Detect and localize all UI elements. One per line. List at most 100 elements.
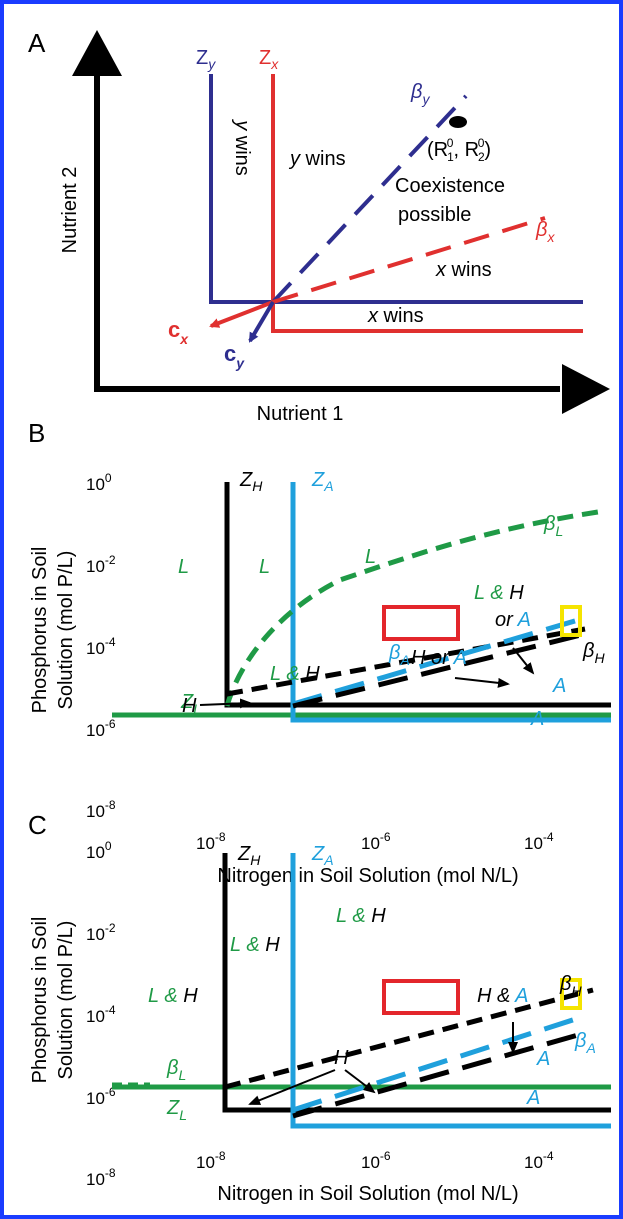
coexistence-label-line2: possible xyxy=(398,204,471,226)
panel-b-xtick-0: 10-8 xyxy=(196,830,226,853)
panel-b-y-label-line1: Phosphorus in Soil xyxy=(29,547,51,714)
panel-c-ytick-0: 100 xyxy=(86,839,112,862)
panel-b-or-a: or A xyxy=(495,609,531,631)
panel-c-beta-a-line xyxy=(292,1014,583,1113)
panel-c-y-label-line2: Solution (mol P/L) xyxy=(55,921,77,1080)
zy-label: Zy xyxy=(196,47,216,72)
panel-c-x-label: Nitrogen in Soil Solution (mol N/L) xyxy=(217,1183,518,1205)
panel-b-l-region-3: L xyxy=(365,546,376,568)
panel-c-a-region-2: A xyxy=(526,1087,540,1109)
panel-b-a-region-2: A xyxy=(530,708,544,730)
panel-c-letter: C xyxy=(28,810,47,840)
beta-h-long-dash xyxy=(292,631,586,709)
beta-y-line xyxy=(271,94,468,304)
panel-a-x-label: Nutrient 1 xyxy=(257,403,344,425)
panel-b-l-and-h-lower: L & H xyxy=(270,663,320,685)
cy-label: cy xyxy=(224,341,245,371)
panel-b-ytick-2: 10-4 xyxy=(86,635,116,658)
panel-c-xtick-0: 10-8 xyxy=(196,1149,226,1172)
y-wins-vertical-label: y wins xyxy=(231,118,253,176)
panel-b: B Phosphorus in Soil Solution (mol P/L) … xyxy=(28,418,611,887)
panel-b-l-and-h: L & H xyxy=(474,582,524,604)
panel-b-xtick-2: 10-4 xyxy=(524,830,554,853)
panel-c-y-label-line1: Phosphorus in Soil xyxy=(29,917,51,1084)
panel-c-h-and-a: H & A xyxy=(477,985,529,1007)
panel-c-beta-h-label: βH xyxy=(559,973,582,999)
panel-b-a-region-1: A xyxy=(552,675,566,697)
zx-isocline xyxy=(271,74,583,333)
panel-c-za-isocline xyxy=(290,853,611,1129)
x-wins-upper-label: x wins xyxy=(435,259,492,281)
beta-y-label: βy xyxy=(410,81,430,107)
panel-b-za-label: ZA xyxy=(311,469,334,494)
zy-isocline xyxy=(209,74,583,304)
panel-c-za-label: ZA xyxy=(311,843,334,868)
panel-b-l-region-2: L xyxy=(259,556,270,578)
panel-a-x-axis-arrowhead xyxy=(562,364,610,414)
panel-c-zh-isocline xyxy=(222,853,611,1113)
panel-c-xtick-2: 10-4 xyxy=(524,1149,554,1172)
panel-b-or-a-arrow xyxy=(512,647,535,675)
supply-point-label: (R10, R20) xyxy=(427,136,491,164)
panel-c-beta-a-label: βA xyxy=(574,1030,596,1056)
beta-h-short-dash xyxy=(226,626,586,697)
panel-b-yellow-box xyxy=(560,605,582,637)
panel-b-zh-label: ZH xyxy=(239,469,263,494)
beta-l-line xyxy=(224,509,599,707)
panel-b-ytick-4: 10-8 xyxy=(86,798,116,821)
panel-b-h-region: H xyxy=(182,695,197,717)
panel-b-ytick-1: 10-2 xyxy=(86,553,116,576)
panel-c-yellow-box xyxy=(560,978,582,1010)
panel-b-ytick-0: 100 xyxy=(86,471,112,494)
panel-c-zl-label: ZL xyxy=(166,1097,187,1123)
panel-c-beta-h-long-dash xyxy=(292,1030,586,1119)
panel-a-letter: A xyxy=(28,28,46,58)
y-wins-label: y wins xyxy=(288,148,346,170)
cy-vector xyxy=(248,300,275,343)
panel-b-y-label-line2: Solution (mol P/L) xyxy=(55,551,77,710)
panel-a-y-label: Nutrient 2 xyxy=(59,167,81,254)
panel-b-red-box xyxy=(382,605,460,641)
panel-c-xtick-1: 10-6 xyxy=(361,1149,391,1172)
panel-c-l-and-h-1: L & H xyxy=(336,905,386,927)
panel-c-h-label: H xyxy=(334,1047,349,1069)
panel-c-ytick-3: 10-6 xyxy=(86,1085,116,1108)
panel-b-h-arrow xyxy=(199,698,252,709)
panel-a-y-axis-arrowhead xyxy=(72,30,122,76)
panel-c-beta-l-label: βL xyxy=(166,1057,186,1083)
cx-vector xyxy=(209,300,274,328)
panel-b-l-region-1: L xyxy=(178,556,189,578)
coexistence-label-line1: Coexistence xyxy=(395,175,505,197)
panel-c-a-region-1: A xyxy=(536,1048,550,1070)
beta-x-label: βx xyxy=(535,219,555,245)
panel-a: A Nutrient 1 Nutrient 2 Zy Zx βy βx (R10… xyxy=(28,28,610,425)
panel-c-ytick-1: 10-2 xyxy=(86,921,116,944)
panel-b-beta-l-label: βL xyxy=(543,513,563,539)
panel-c-h-arrow-left xyxy=(248,1069,336,1105)
panel-c-zh-label: ZH xyxy=(237,843,261,868)
zx-label: Zx xyxy=(259,47,279,72)
x-wins-lower-label: x wins xyxy=(367,305,424,327)
beta-a-line xyxy=(292,615,586,707)
panel-b-beta-a-label: βA xyxy=(388,642,410,668)
panel-c-ytick-4: 10-8 xyxy=(86,1166,116,1189)
panel-b-ytick-3: 10-6 xyxy=(86,717,116,740)
za-isocline xyxy=(290,482,611,723)
panel-c-l-and-h-3: L & H xyxy=(148,985,198,1007)
panel-b-x-label: Nitrogen in Soil Solution (mol N/L) xyxy=(217,865,518,887)
panel-c-red-box xyxy=(382,979,460,1015)
panel-b-beta-h-label: βH xyxy=(582,640,605,666)
panel-c-l-and-h-2: L & H xyxy=(230,934,280,956)
panel-c: C Phosphorus in Soil Solution (mol P/L) … xyxy=(28,810,611,1205)
panel-b-letter: B xyxy=(28,418,45,448)
panel-c-h-arrow-right xyxy=(344,1069,376,1094)
panel-b-h-or-a: H or A xyxy=(411,647,467,669)
cx-label: cx xyxy=(168,317,189,347)
panel-b-zl-label: ZL xyxy=(180,691,201,717)
panel-c-ytick-2: 10-4 xyxy=(86,1003,116,1026)
supply-point xyxy=(449,116,467,128)
beta-x-line xyxy=(272,216,546,304)
panel-c-beta-h-short-dash xyxy=(224,987,594,1090)
